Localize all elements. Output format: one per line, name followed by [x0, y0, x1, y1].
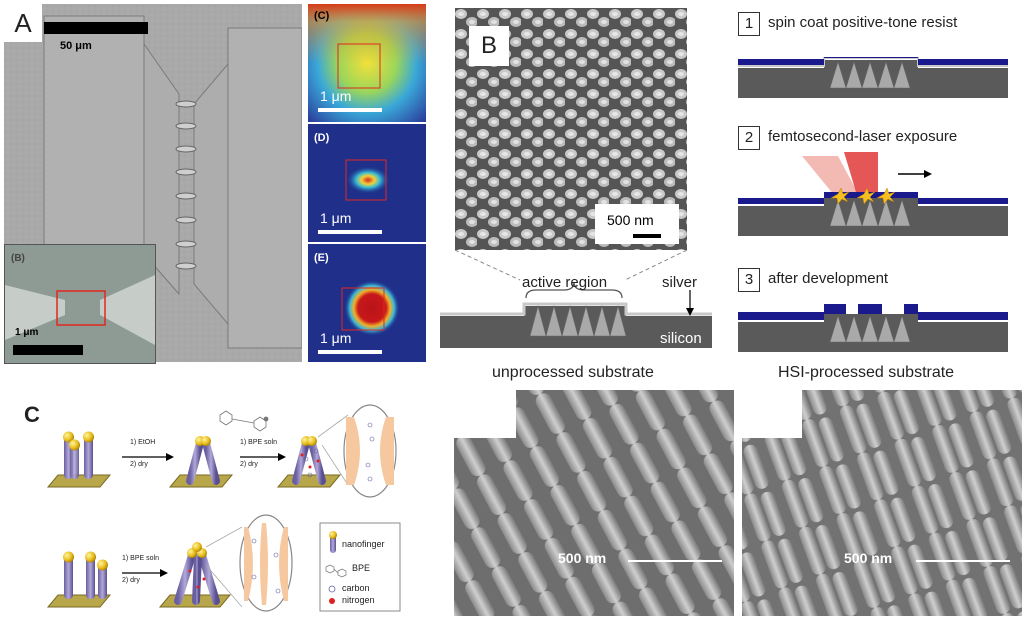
unprocessed-scale: 500 nm	[558, 550, 607, 566]
inset-b-scale: 1 μm	[15, 327, 39, 338]
panel-a: A 50 μm (B) 1 μm	[4, 4, 426, 364]
top-state-2	[168, 436, 234, 488]
legend-carbon: carbon	[342, 583, 370, 593]
step-1-text: spin coat positive-tone resist	[768, 14, 958, 31]
map-d: (D) 1 μm	[308, 124, 426, 242]
processed-sem: 500 nm	[742, 390, 1022, 616]
inset-b-label: (B)	[11, 253, 25, 264]
processed-title: HSI-processed substrate	[778, 364, 955, 381]
step-1: 1 spin coat positive-tone resist	[738, 8, 1024, 108]
panel-c: 1) EtOH 2) dry 1) BPE soln 2) dry 1) BPE…	[40, 395, 440, 615]
step-3: 3 after development	[738, 264, 1024, 360]
schematic-active-region: active region	[522, 274, 608, 291]
unprocessed-sem: 500 nm	[454, 390, 734, 616]
panel-b-schematic: active region silver silicon	[440, 249, 712, 358]
c-top-step2: 1) BPE soln	[240, 439, 277, 446]
legend-bpe: BPE	[352, 563, 371, 573]
bowtie-chain	[175, 100, 197, 270]
step-1-number: 1	[738, 12, 760, 36]
c-top-step1b: 2) dry	[130, 461, 148, 468]
map-c: (C) 1 μm	[308, 4, 426, 122]
c-bottom-step1: 1) BPE soln	[122, 555, 159, 562]
panel-b-sem: B 500 nm	[455, 8, 687, 250]
step-2-text: femtosecond-laser exposure	[768, 128, 958, 145]
schematic-silicon: silicon	[660, 330, 702, 347]
schematic-silver: silver	[662, 274, 698, 291]
step-3-text: after development	[768, 270, 889, 287]
panel-a-scale-label: 50 μm	[60, 40, 92, 52]
bottom-state-1	[46, 551, 112, 608]
panel-b-sem-scale: 500 nm	[607, 212, 654, 228]
map-c-label: (C)	[314, 10, 330, 22]
panel-a-label: A	[4, 4, 42, 42]
c-bottom-step1b: 2) dry	[122, 577, 140, 584]
top-state-3	[276, 436, 342, 488]
map-e-scale: 1 μm	[320, 330, 352, 346]
step-3-number: 3	[738, 268, 760, 292]
panel-a-scale-bar	[44, 22, 148, 34]
map-c-scale: 1 μm	[320, 88, 352, 104]
bpe-molecule	[219, 410, 269, 432]
map-d-label: (D)	[314, 132, 330, 144]
unprocessed-title: unprocessed substrate	[492, 364, 654, 381]
panel-c-label: C	[24, 402, 40, 427]
panel-b-label: B	[469, 26, 509, 66]
c-top-step1: 1) EtOH	[130, 439, 156, 446]
nanofinger-schematic	[46, 404, 401, 612]
map-e-label: (E)	[314, 252, 329, 264]
inset-b: (B) 1 μm	[4, 244, 156, 364]
step-2: 2 femtosecond-laser exposure	[738, 122, 1024, 242]
process-steps: 1 spin coat positive-tone resist 2 femto…	[738, 8, 1024, 360]
step-2-number: 2	[738, 126, 760, 150]
legend-nanofinger: nanofinger	[342, 539, 385, 549]
top-state-1	[46, 431, 112, 488]
map-e: (E) 1 μm	[308, 244, 426, 362]
bottom-state-2	[158, 542, 232, 608]
processed-scale: 500 nm	[844, 550, 893, 566]
c-top-step2b: 2) dry	[240, 461, 258, 468]
map-d-scale: 1 μm	[320, 210, 352, 226]
legend-nitrogen: nitrogen	[342, 595, 375, 605]
